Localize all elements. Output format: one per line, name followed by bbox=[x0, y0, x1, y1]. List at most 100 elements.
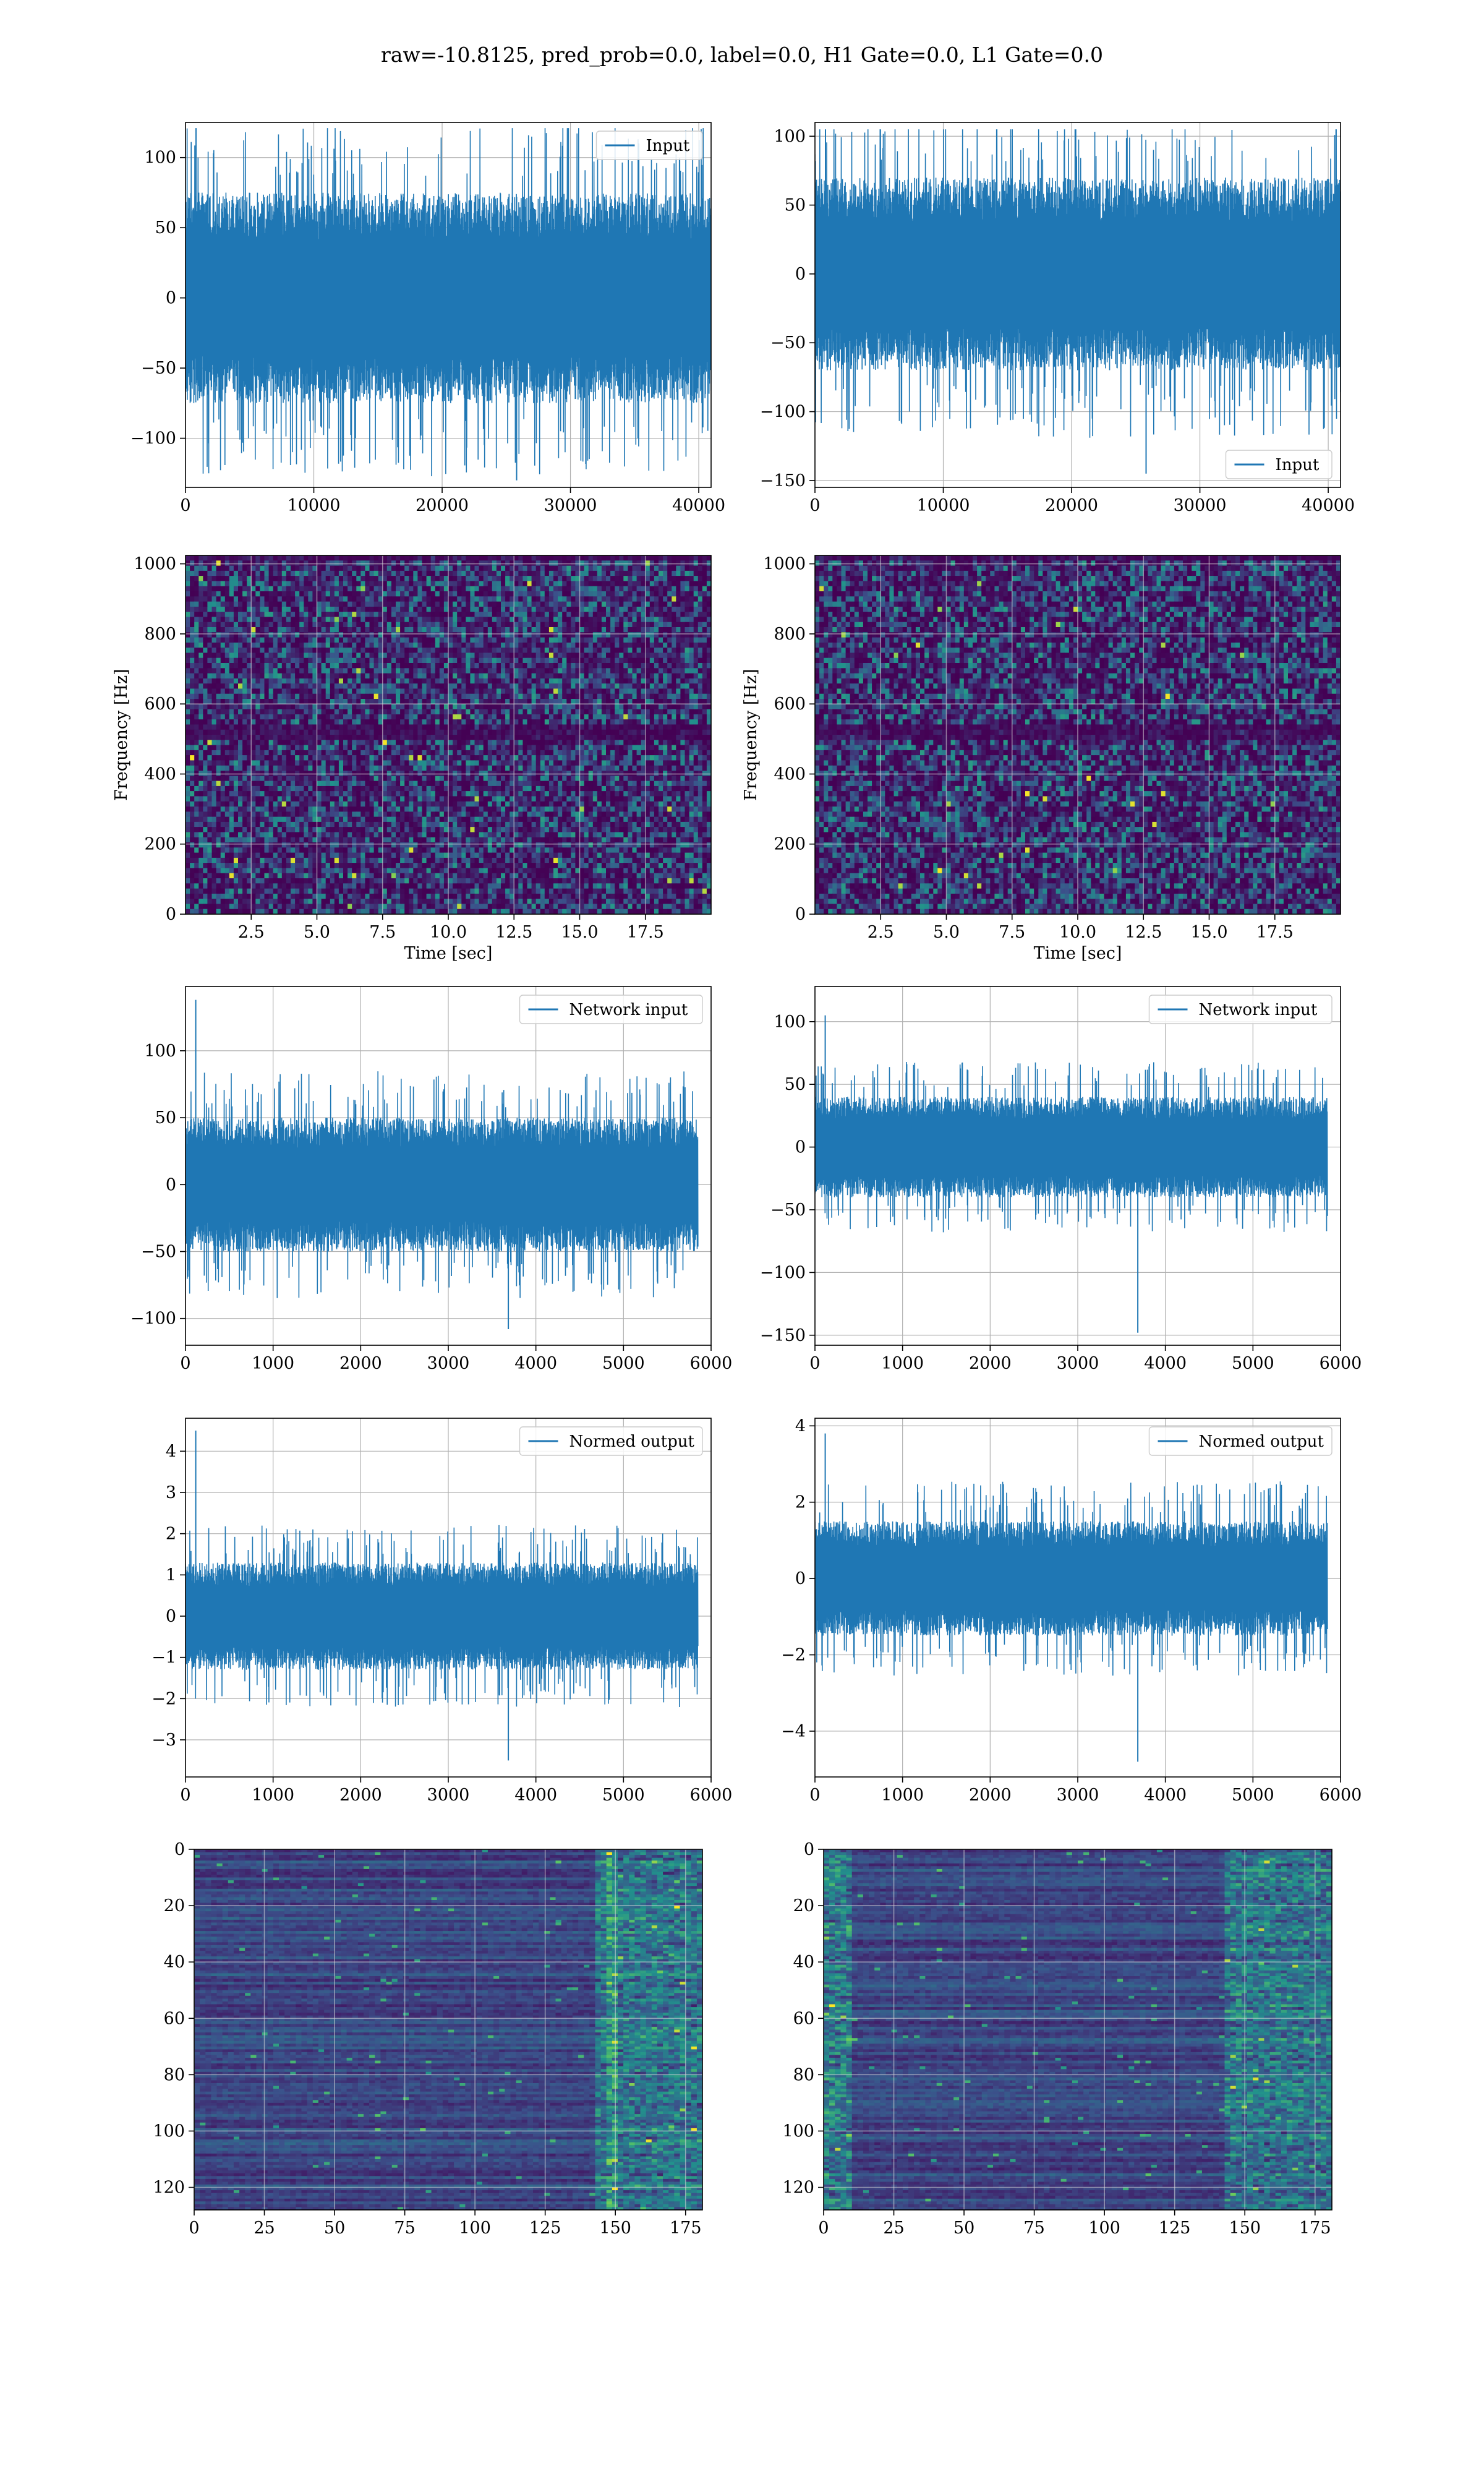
legend: Input bbox=[595, 131, 703, 160]
panel-spec-h1: 2.5 5.0 7.5 10.0 12.5 15.0 17.5 0 200 400 600 800 10… bbox=[112, 555, 712, 963]
y-tick-label: 400 bbox=[144, 764, 176, 784]
y-tick-label: 120 bbox=[782, 2178, 814, 2198]
x-tick-label: 6000 bbox=[1320, 1354, 1362, 1373]
y-tick-label: 200 bbox=[144, 835, 176, 854]
figure-title: raw=-10.8125, pred_prob=0.0, label=0.0, … bbox=[381, 43, 1103, 67]
x-tick-label: 0 bbox=[809, 1786, 820, 1805]
y-tick-label: 0 bbox=[795, 905, 806, 924]
y-tick-label: 100 bbox=[144, 1042, 176, 1061]
y-tick-label: 50 bbox=[155, 1108, 176, 1128]
x-tick-label: 17.5 bbox=[1256, 923, 1294, 942]
x-tick-label: 75 bbox=[1023, 2219, 1044, 2238]
y-tick-label: 0 bbox=[166, 1607, 176, 1626]
y-tick-label: 120 bbox=[153, 2178, 185, 2198]
legend-box bbox=[1148, 995, 1333, 1024]
plot-area bbox=[186, 122, 711, 487]
y-tick-label: −100 bbox=[130, 1309, 176, 1329]
legend: Input bbox=[1225, 450, 1333, 479]
y-tick-label: 200 bbox=[774, 835, 806, 854]
x-tick-label: 6000 bbox=[1320, 1786, 1362, 1805]
y-tick-label: 100 bbox=[782, 2121, 814, 2141]
legend-box bbox=[1148, 1426, 1333, 1456]
panel-norm-h1: 0 1000 2000 3000 4000 5000 6000 −3 −2 −1 0 1 2 3 4 Norm… bbox=[151, 1418, 732, 1805]
x-tick-label: 40000 bbox=[1302, 496, 1355, 515]
panel-map-l1: 0 25 50 75 100 125 150 175 0 20 40 60 80 100 120 bbox=[782, 1840, 1333, 2238]
x-tick-label: 0 bbox=[180, 1354, 190, 1373]
x-tick-label: 3000 bbox=[1057, 1786, 1099, 1805]
legend-box bbox=[519, 1426, 703, 1456]
x-tick-label: 1000 bbox=[881, 1354, 924, 1373]
x-tick-label: 6000 bbox=[690, 1786, 733, 1805]
x-tick-label: 40000 bbox=[672, 496, 725, 515]
x-tick-label: 6000 bbox=[690, 1354, 733, 1373]
x-tick-label: 2000 bbox=[339, 1786, 382, 1805]
y-axis-label: Frequency [Hz] bbox=[112, 669, 131, 800]
panel-net-l1: 0 1000 2000 3000 4000 5000 6000 −150 −100 −50 0 50 1… bbox=[760, 986, 1362, 1373]
legend-label: Network input bbox=[1199, 1001, 1318, 1019]
legend-box bbox=[519, 995, 703, 1024]
x-tick-label: 2000 bbox=[969, 1786, 1012, 1805]
series-line bbox=[815, 1481, 1328, 1676]
x-tick-label: 17.5 bbox=[627, 923, 664, 942]
x-tick-label: 25 bbox=[883, 2219, 904, 2238]
spectrogram-cells bbox=[186, 555, 711, 914]
x-tick-label: 5.0 bbox=[304, 923, 330, 942]
y-tick-label: 50 bbox=[785, 1075, 806, 1094]
y-tick-label: 0 bbox=[174, 1840, 185, 1859]
series-line bbox=[186, 128, 711, 477]
x-tick-label: 100 bbox=[1088, 2219, 1120, 2238]
x-tick-label: 1000 bbox=[881, 1786, 924, 1805]
x-tick-label: 12.5 bbox=[1125, 923, 1162, 942]
plot-area bbox=[186, 987, 711, 1345]
panel-input-l1: 0 10000 20000 30000 40000 −150 −100 −50 0 50 100 In… bbox=[760, 122, 1355, 515]
x-tick-label: 0 bbox=[189, 2219, 199, 2238]
legend-box bbox=[1225, 450, 1333, 479]
y-tick-label: 100 bbox=[144, 148, 176, 168]
plot-area bbox=[186, 555, 711, 914]
legend-label: Network input bbox=[569, 1001, 688, 1019]
legend-box bbox=[595, 131, 703, 160]
axes-frame bbox=[185, 122, 712, 488]
x-tick-label: 10000 bbox=[917, 496, 970, 515]
panel-net-h1: 0 1000 2000 3000 4000 5000 6000 −100 −50 0 50 100 Ne… bbox=[130, 986, 733, 1373]
panels: 0 10000 20000 30000 40000−100−50050100Input0… bbox=[112, 122, 1362, 2238]
x-tick-label: 0 bbox=[809, 496, 820, 515]
y-tick-label: 100 bbox=[774, 127, 806, 146]
legend: Normed output bbox=[1148, 1426, 1333, 1456]
legend-label: Input bbox=[1276, 456, 1320, 474]
x-tick-label: 5000 bbox=[602, 1354, 645, 1373]
y-tick-label: 0 bbox=[795, 265, 806, 284]
y-tick-label: 600 bbox=[144, 695, 176, 714]
y-tick-label: 0 bbox=[804, 1840, 814, 1859]
y-tick-label: 0 bbox=[795, 1138, 806, 1157]
y-tick-label: −2 bbox=[781, 1646, 806, 1665]
x-tick-label: 20000 bbox=[416, 496, 469, 515]
y-tick-label: 4 bbox=[795, 1416, 806, 1436]
y-tick-label: 2 bbox=[795, 1493, 806, 1512]
x-tick-label: 2.5 bbox=[238, 923, 265, 942]
feature-map-cells bbox=[824, 1849, 1332, 2210]
x-tick-label: 2.5 bbox=[868, 923, 894, 942]
y-tick-label: 100 bbox=[774, 1012, 806, 1032]
y-tick-label: −2 bbox=[151, 1689, 176, 1708]
plot-area bbox=[824, 1849, 1332, 2210]
y-tick-label: 1000 bbox=[134, 555, 176, 574]
x-tick-label: 25 bbox=[254, 2219, 275, 2238]
x-tick-label: 4000 bbox=[1144, 1354, 1187, 1373]
legend: Network input bbox=[1148, 995, 1333, 1024]
x-tick-label: 5000 bbox=[1232, 1786, 1274, 1805]
y-tick-label: 4 bbox=[166, 1442, 176, 1461]
x-axis-label: Time [sec] bbox=[1034, 944, 1122, 963]
x-tick-label: 175 bbox=[670, 2219, 702, 2238]
panel-norm-l1: 0 1000 2000 3000 4000 5000 6000 −4 −2 0 2 4 Normed o… bbox=[781, 1416, 1362, 1805]
legend-label: Input bbox=[646, 137, 690, 155]
y-tick-label: 80 bbox=[793, 2065, 814, 2084]
y-tick-label: 40 bbox=[164, 1953, 185, 1972]
y-tick-label: 2 bbox=[166, 1525, 176, 1544]
y-tick-label: −1 bbox=[151, 1648, 176, 1667]
plot-area bbox=[194, 1849, 702, 2210]
plot-area bbox=[815, 555, 1341, 914]
y-tick-label: −100 bbox=[130, 429, 176, 448]
y-tick-label: −100 bbox=[760, 1263, 806, 1282]
x-tick-label: 0 bbox=[809, 1354, 820, 1373]
